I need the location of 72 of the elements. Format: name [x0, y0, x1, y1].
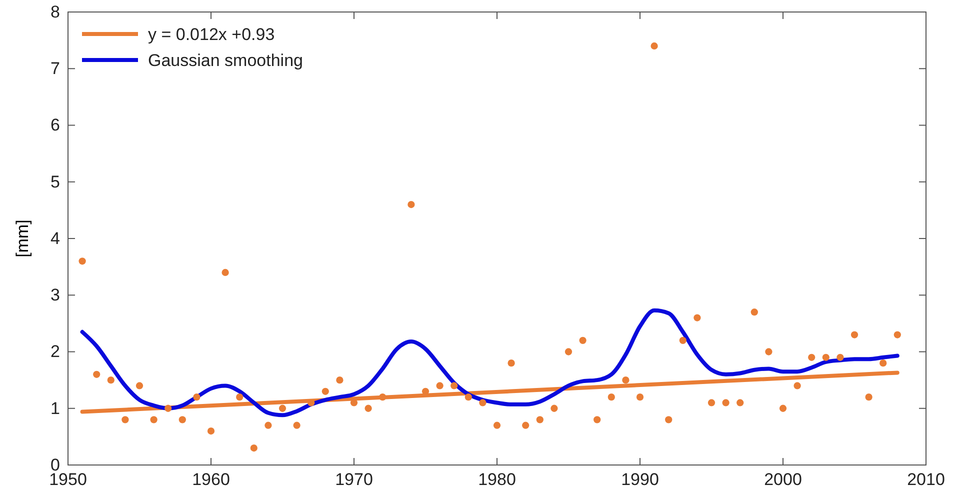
point — [894, 331, 901, 338]
point — [536, 416, 544, 424]
point — [222, 268, 229, 276]
point — [636, 393, 644, 401]
y-tick-label: 4 — [50, 228, 60, 248]
point — [508, 360, 515, 367]
point — [765, 348, 772, 356]
point — [694, 314, 701, 322]
point — [336, 376, 344, 384]
y-tick-label: 2 — [50, 342, 60, 362]
y-tick-label: 6 — [50, 116, 60, 135]
point — [550, 404, 558, 412]
point — [850, 331, 858, 338]
point — [865, 393, 872, 401]
point — [794, 382, 801, 390]
point — [564, 348, 572, 356]
point — [579, 336, 586, 344]
point — [78, 258, 86, 265]
point — [665, 416, 672, 424]
point — [736, 399, 744, 406]
y-tick-label: 7 — [50, 59, 60, 78]
point — [364, 404, 372, 412]
point — [264, 422, 272, 429]
point — [622, 376, 630, 384]
point — [236, 393, 244, 401]
point — [122, 416, 129, 424]
point — [522, 422, 530, 429]
y-tick-label: 8 — [50, 2, 60, 22]
point — [479, 399, 486, 406]
x-tick-label: 1990 — [621, 470, 659, 490]
point — [193, 393, 200, 401]
point — [293, 422, 300, 429]
point — [93, 370, 100, 378]
point — [722, 399, 730, 406]
point — [464, 393, 472, 401]
point — [493, 422, 501, 429]
y-tick-label: 1 — [50, 398, 60, 418]
point — [408, 200, 415, 208]
legend-label: y = 0.012x +0.93 — [148, 24, 275, 44]
point — [594, 416, 601, 424]
x-tick-label: 2000 — [764, 470, 802, 490]
point — [436, 382, 444, 390]
x-tick-label: 2010 — [907, 470, 945, 490]
point — [178, 416, 186, 424]
point — [650, 42, 658, 50]
point — [779, 404, 787, 412]
y-tick-label: 3 — [50, 286, 60, 305]
point — [836, 354, 844, 361]
point — [679, 336, 686, 344]
point — [164, 404, 172, 412]
point — [708, 399, 716, 406]
point — [207, 427, 215, 435]
legend-label: Gaussian smoothing — [148, 50, 303, 70]
point — [250, 444, 258, 452]
y-axis-title: [mm] — [13, 220, 32, 258]
point — [322, 388, 329, 395]
point — [379, 393, 386, 401]
point — [822, 354, 830, 361]
point — [450, 382, 458, 390]
point — [107, 376, 114, 384]
y-tick-label: 5 — [50, 172, 60, 192]
point — [750, 308, 758, 316]
point — [808, 354, 816, 361]
point — [608, 393, 615, 401]
point — [150, 416, 158, 424]
line-series — [80, 308, 900, 418]
x-tick-label: 1970 — [335, 470, 373, 490]
point — [136, 382, 144, 390]
point — [880, 360, 887, 367]
x-tick-label: 1980 — [478, 470, 516, 490]
x-tick-label: 1960 — [192, 470, 230, 490]
point — [278, 404, 286, 412]
